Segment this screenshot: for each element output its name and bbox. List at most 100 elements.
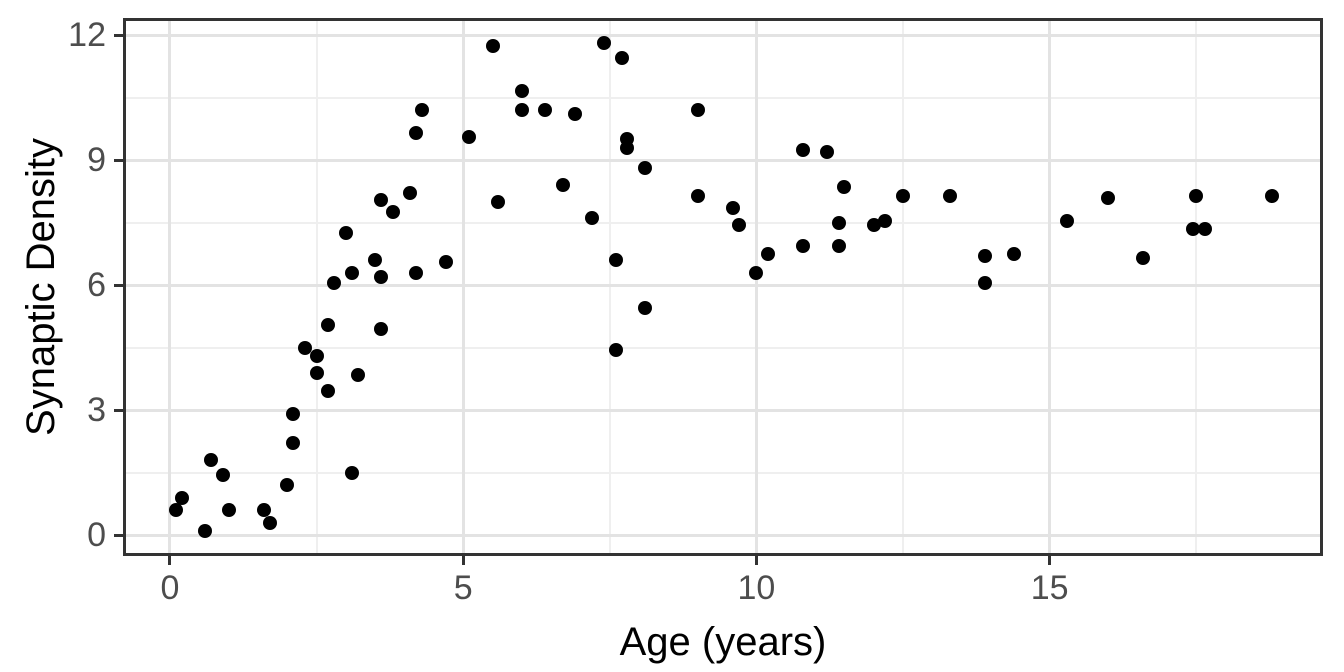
data-point — [866, 217, 881, 232]
data-point — [1136, 251, 1151, 266]
y-tick-mark — [114, 158, 123, 162]
y-tick-label: 3 — [87, 391, 106, 430]
y-tick-label: 6 — [87, 266, 106, 305]
data-point — [204, 453, 219, 468]
plot-panel — [123, 18, 1323, 556]
y-tick-mark — [114, 533, 123, 537]
data-point — [1060, 213, 1075, 228]
y-axis-title: Synaptic Density — [19, 138, 63, 436]
y-tick-label: 9 — [87, 141, 106, 180]
x-gridline-minor — [608, 21, 611, 553]
data-point — [385, 205, 400, 220]
y-gridline-minor — [126, 96, 1320, 99]
x-tick-mark — [461, 556, 465, 565]
data-point — [215, 467, 230, 482]
data-point — [297, 340, 312, 355]
data-point — [796, 142, 811, 157]
y-gridline-major — [126, 283, 1320, 287]
x-tick-label: 0 — [160, 569, 180, 607]
data-point — [878, 213, 893, 228]
data-point — [514, 103, 529, 118]
data-point — [321, 384, 336, 399]
data-point — [896, 188, 911, 203]
data-point — [1265, 188, 1280, 203]
data-point — [1198, 221, 1213, 236]
data-point — [638, 301, 652, 316]
x-gridline-major — [461, 21, 465, 553]
data-point — [1186, 221, 1201, 236]
y-gridline-major — [126, 33, 1320, 37]
x-tick-mark — [1048, 556, 1052, 565]
data-point — [286, 407, 301, 422]
data-point — [374, 192, 389, 207]
data-point — [596, 36, 611, 51]
y-gridline-major — [126, 408, 1320, 412]
data-point — [567, 107, 582, 122]
data-point — [731, 217, 746, 232]
y-tick-mark — [114, 408, 123, 412]
x-tick-label: 15 — [1030, 569, 1069, 607]
data-point — [198, 523, 213, 538]
data-point — [831, 215, 846, 230]
x-tick-mark — [168, 556, 172, 565]
data-point — [485, 38, 500, 53]
data-point — [1189, 188, 1204, 203]
data-point — [614, 51, 629, 66]
data-point — [344, 265, 359, 280]
data-point — [725, 201, 740, 216]
x-gridline-minor — [1195, 21, 1198, 553]
y-tick-mark — [114, 33, 123, 37]
data-point — [761, 246, 776, 261]
data-point — [942, 188, 957, 203]
data-point — [327, 276, 342, 291]
data-point — [491, 194, 506, 209]
x-tick-label: 10 — [737, 569, 776, 607]
data-point — [1007, 246, 1022, 261]
data-point — [819, 144, 834, 159]
data-point — [309, 348, 324, 363]
data-point — [338, 226, 353, 241]
data-point — [978, 248, 993, 263]
data-point — [514, 84, 529, 99]
data-point — [608, 342, 623, 357]
data-point — [221, 503, 236, 518]
data-point — [690, 188, 705, 203]
data-point — [796, 238, 811, 253]
data-point — [344, 465, 359, 480]
data-point — [837, 180, 852, 195]
data-point — [538, 103, 553, 118]
data-point — [174, 490, 189, 505]
x-gridline-major — [754, 21, 758, 553]
y-tick-label: 12 — [68, 16, 106, 55]
y-gridline-major — [126, 158, 1320, 162]
y-tick-mark — [114, 283, 123, 287]
data-point — [409, 265, 424, 280]
data-point — [350, 367, 365, 382]
y-gridline-minor — [126, 471, 1320, 474]
x-tick-mark — [754, 556, 758, 565]
data-point — [368, 253, 383, 268]
y-gridline-minor — [126, 346, 1320, 349]
data-point — [620, 140, 635, 155]
x-gridline-minor — [315, 21, 318, 553]
y-gridline-major — [126, 533, 1320, 537]
data-point — [262, 515, 277, 530]
data-point — [978, 276, 993, 291]
data-point — [168, 503, 183, 518]
data-point — [374, 269, 389, 284]
data-point — [638, 161, 652, 176]
x-axis-title: Age (years) — [619, 620, 827, 664]
data-point — [415, 103, 430, 118]
data-point — [608, 253, 623, 268]
data-point — [280, 478, 295, 493]
data-point — [585, 211, 600, 226]
data-point — [462, 130, 477, 145]
x-gridline-minor — [902, 21, 905, 553]
x-tick-label: 5 — [453, 569, 473, 607]
data-point — [555, 178, 570, 193]
data-point — [831, 238, 846, 253]
data-point — [321, 317, 336, 332]
y-tick-label: 0 — [87, 516, 106, 555]
data-point — [690, 103, 705, 118]
